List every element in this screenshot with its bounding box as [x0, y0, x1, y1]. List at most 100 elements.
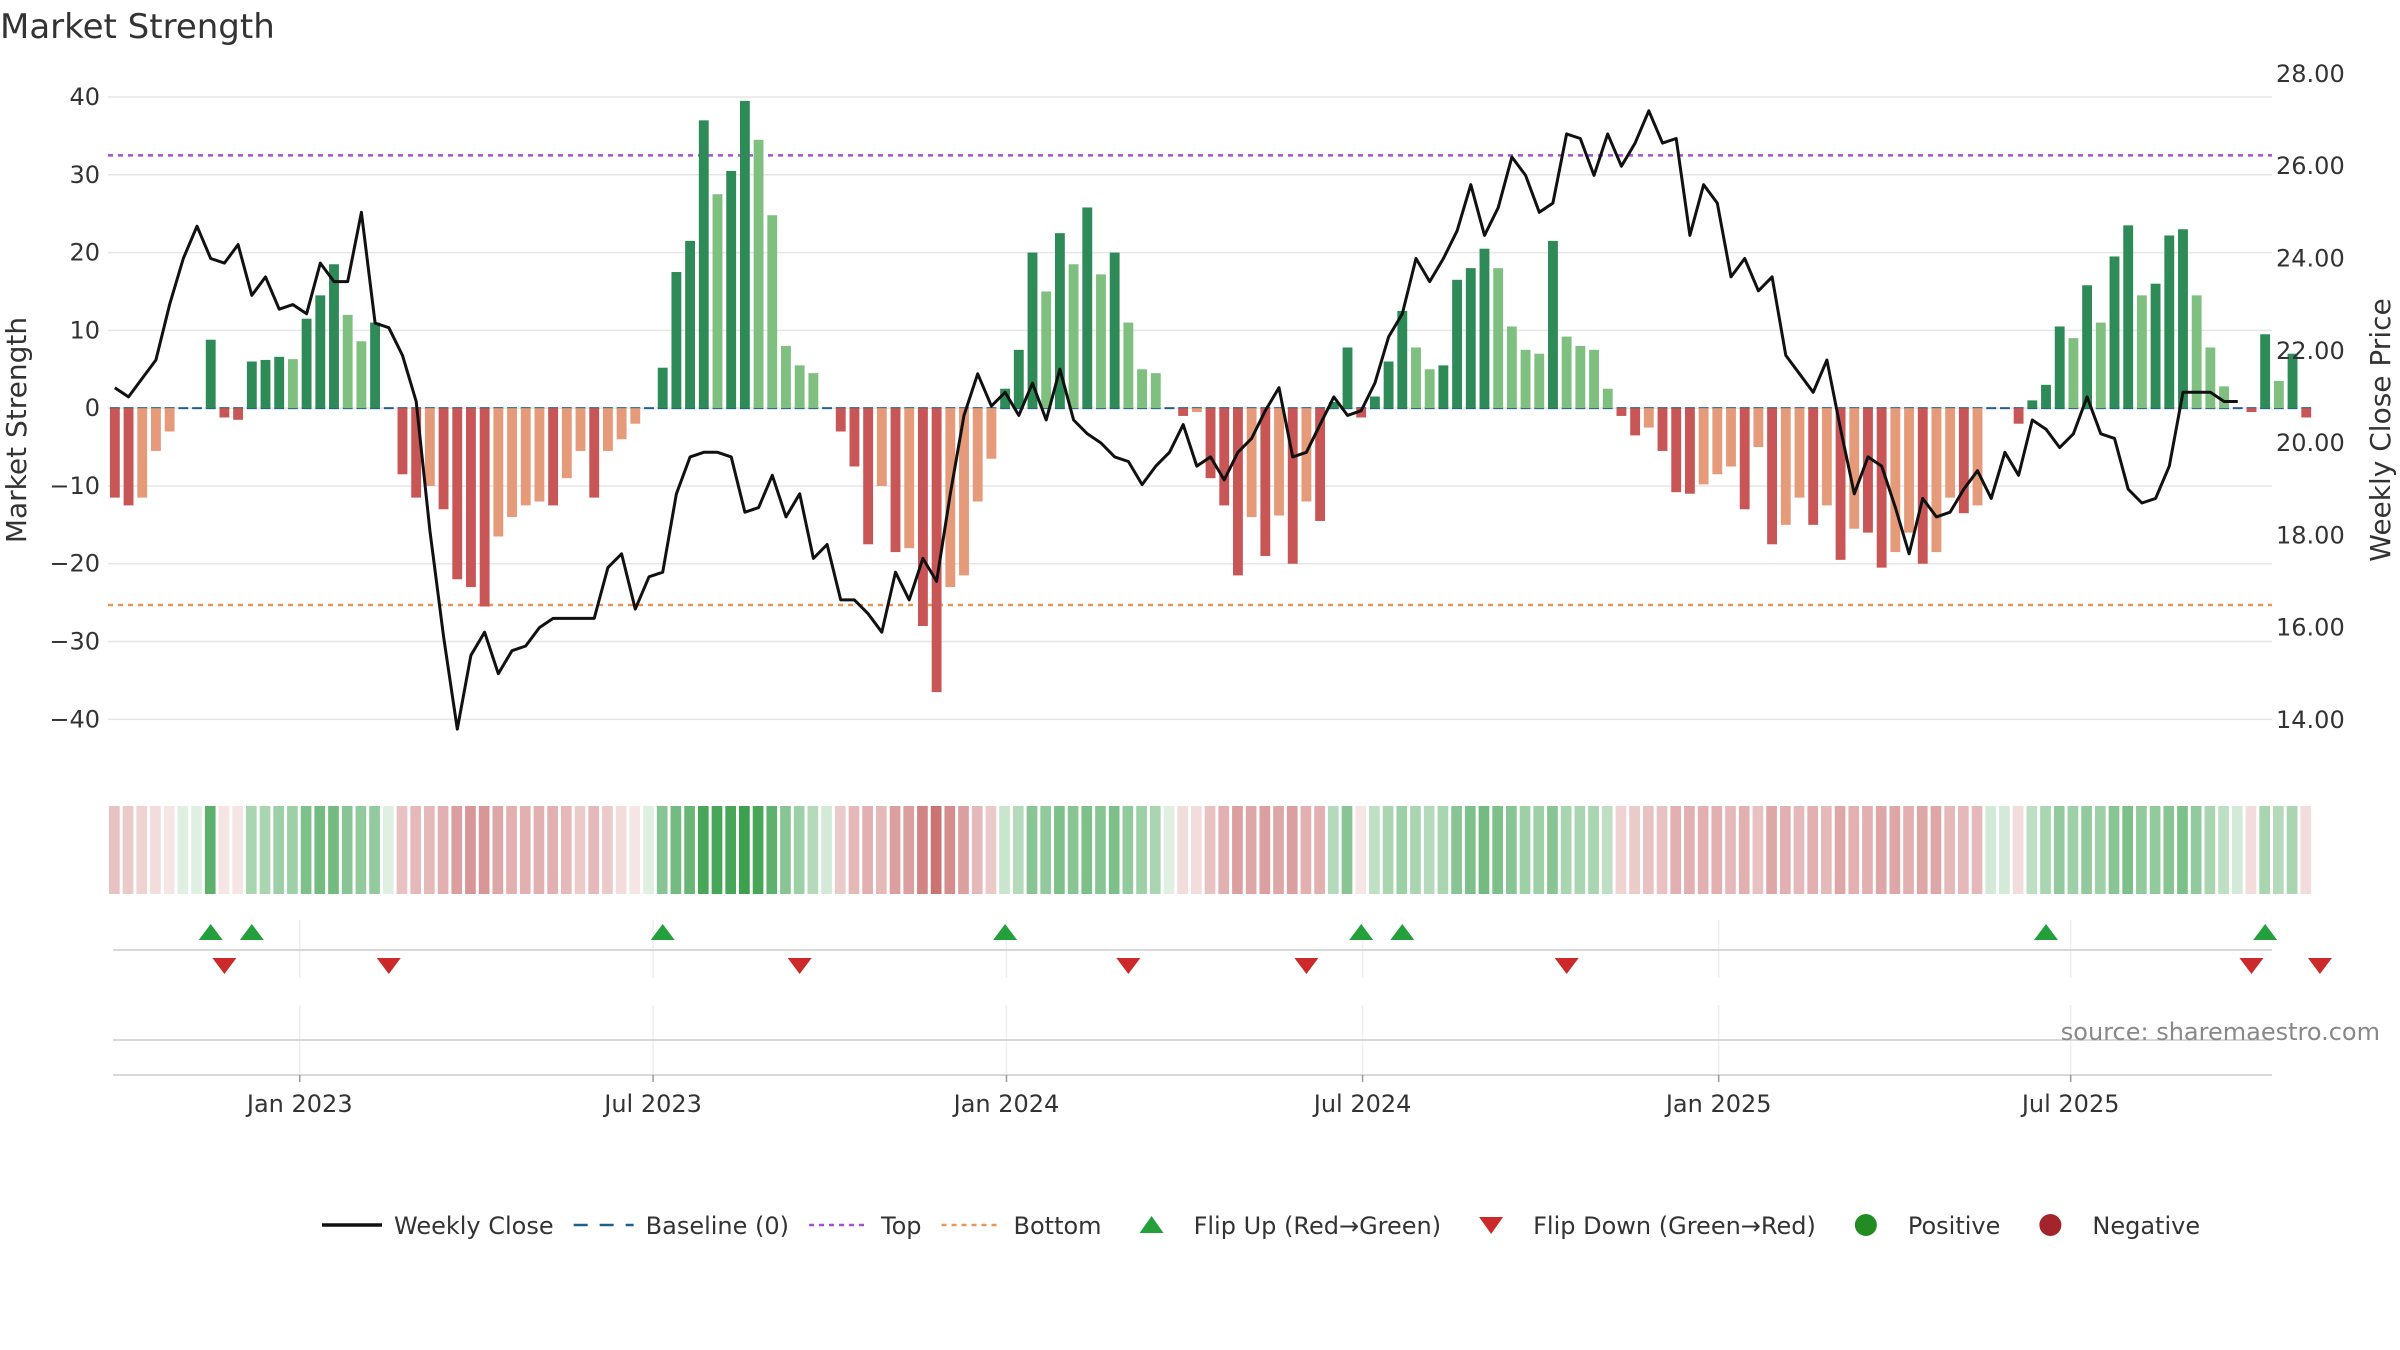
heat-cell — [684, 806, 695, 894]
strength-bar — [1739, 408, 1750, 510]
legend-swatch — [1479, 1217, 1504, 1234]
heat-cell — [739, 806, 750, 894]
heat-cell — [300, 806, 312, 894]
strength-bar — [1945, 408, 1956, 498]
heat-cell — [2273, 806, 2284, 894]
legend-label: Weekly Close — [394, 1212, 554, 1240]
strength-bar — [329, 264, 339, 409]
strength-bar — [1082, 207, 1093, 409]
strength-bar — [246, 361, 257, 409]
heat-cell — [1355, 806, 1367, 894]
flip-down-marker — [212, 958, 237, 974]
strength-bar — [1904, 408, 1914, 533]
flip-up-marker — [2253, 924, 2278, 940]
strength-bar — [1602, 388, 1613, 409]
strength-bar — [794, 365, 805, 409]
heat-cell — [1875, 806, 1887, 894]
strength-bar — [205, 339, 216, 409]
heat-cell — [1519, 806, 1531, 894]
legend-item-bottom: Bottom — [941, 1212, 1102, 1240]
legend-label: Flip Up (Red→Green) — [1194, 1212, 1442, 1240]
heat-cell — [1382, 806, 1394, 894]
heat-cell — [1560, 806, 1572, 894]
strength-bar — [1931, 408, 1942, 553]
heat-cell — [1464, 806, 1476, 894]
x-tick-label: Jan 2024 — [952, 1090, 1060, 1118]
strength-bar — [1219, 408, 1230, 506]
heat-cell — [602, 806, 613, 894]
strength-bar — [657, 367, 668, 409]
heat-cell — [1232, 806, 1243, 894]
strength-bar — [1287, 408, 1298, 564]
source-credit: source: sharemaestro.com — [2061, 1018, 2380, 1046]
heat-cell — [1136, 806, 1147, 894]
strength-bar — [1657, 408, 1668, 451]
strength-bar — [452, 408, 463, 580]
y2-tick-label: 26.00 — [2276, 152, 2345, 180]
heat-cell — [1095, 806, 1106, 894]
heat-cell — [1177, 806, 1188, 894]
heat-cell — [1273, 806, 1284, 894]
strength-bar — [561, 408, 572, 479]
y2-tick-label: 22.00 — [2276, 337, 2345, 365]
heat-cell — [1862, 806, 1873, 894]
y-tick-label: 10 — [69, 316, 100, 344]
heat-cell — [2053, 806, 2065, 894]
heat-cell — [396, 806, 408, 894]
strength-bar — [466, 408, 476, 588]
heat-cell — [2177, 806, 2188, 894]
heat-cell — [122, 806, 134, 894]
heat-cell — [944, 806, 956, 894]
heat-cell — [1040, 806, 1052, 894]
strength-bar — [1493, 268, 1504, 409]
flip-up-marker — [2034, 924, 2059, 940]
heat-cell — [999, 806, 1010, 894]
strength-bar — [1000, 388, 1011, 409]
heat-cell — [1506, 806, 1517, 894]
strength-bar — [890, 408, 901, 553]
heat-cell — [1738, 806, 1750, 894]
flip-down-marker — [1554, 958, 1579, 974]
flip-up-marker — [650, 924, 675, 940]
heat-cell — [807, 806, 819, 894]
heat-cell — [1396, 806, 1408, 894]
heat-cell — [903, 806, 915, 894]
strength-bar — [1465, 268, 1476, 409]
strength-bar — [1397, 310, 1408, 409]
heat-cell — [1821, 806, 1832, 894]
heat-cell — [2122, 806, 2134, 894]
heat-cell — [670, 806, 682, 894]
heat-cell — [2067, 806, 2079, 894]
strength-bar — [1643, 408, 1654, 428]
heat-cell — [150, 806, 161, 894]
heat-cell — [1423, 806, 1435, 894]
strength-bar — [712, 194, 723, 409]
heat-cell — [204, 806, 216, 894]
strength-bar — [986, 408, 997, 459]
strength-bar — [2041, 384, 2051, 409]
heat-cell — [1122, 806, 1134, 894]
y-tick-label: −30 — [49, 628, 100, 656]
heat-cell — [2218, 806, 2229, 894]
strength-bar — [1684, 408, 1695, 494]
heat-cell — [1012, 806, 1024, 894]
x-axis: Jan 2023 Jul 2023 Jan 2024 Jul 2024 Jan 2025… — [113, 1039, 2272, 1118]
legend-label: Flip Down (Green→Red) — [1533, 1212, 1816, 1240]
strength-bar — [1342, 347, 1353, 409]
legend-label: Baseline (0) — [646, 1212, 789, 1240]
strength-bar — [1849, 408, 1860, 529]
heat-cell — [519, 806, 531, 894]
y2-tick-label: 24.00 — [2276, 244, 2345, 272]
strength-bar — [630, 408, 641, 424]
heat-cell — [506, 806, 517, 894]
flip-down-marker — [1294, 958, 1319, 974]
strength-bar — [137, 408, 148, 498]
heat-cell — [1067, 806, 1079, 894]
heat-cell — [615, 806, 627, 894]
strength-bar — [397, 408, 408, 475]
heat-cell — [1670, 806, 1682, 894]
strength-bar — [2205, 347, 2216, 409]
strength-bar — [1041, 291, 1052, 409]
strength-bar — [753, 139, 764, 409]
strength-bar — [959, 408, 969, 576]
